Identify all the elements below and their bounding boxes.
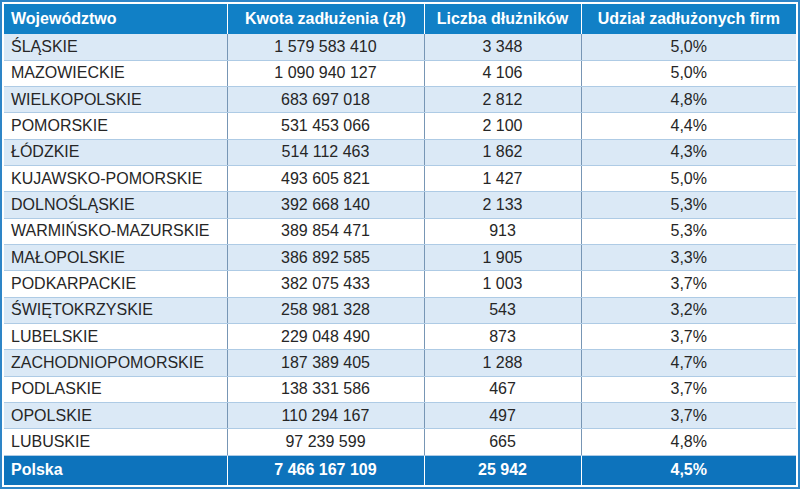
- column-header-2: Kwota zadłużenia (zł): [227, 4, 424, 34]
- table-row: PODKARPACKIE382 075 4331 0033,7%: [4, 271, 796, 297]
- cell: 1 862: [424, 139, 581, 165]
- cell: 4,4%: [581, 113, 796, 139]
- total-row: Polska7 466 167 10925 9424,5%: [4, 455, 796, 485]
- column-header-3: Liczba dłużników: [424, 4, 581, 34]
- cell: 514 112 463: [227, 139, 424, 165]
- cell: 386 892 585: [227, 245, 424, 271]
- table-frame: WojewództwoKwota zadłużenia (zł)Liczba d…: [0, 0, 800, 489]
- column-header-4: Udział zadłużonych firm: [581, 4, 796, 34]
- cell: 5,3%: [581, 218, 796, 244]
- cell: 493 605 821: [227, 166, 424, 192]
- cell: 1 090 940 127: [227, 60, 424, 86]
- cell: 5,3%: [581, 192, 796, 218]
- table-row: ZACHODNIOPOMORSKIE187 389 4051 2884,7%: [4, 350, 796, 376]
- table-row: PODLASKIE138 331 5864673,7%: [4, 376, 796, 402]
- table-row: ŁÓDZKIE514 112 4631 8624,3%: [4, 139, 796, 165]
- cell: 4 106: [424, 60, 581, 86]
- cell: POMORSKIE: [4, 113, 227, 139]
- cell: 1 288: [424, 350, 581, 376]
- cell: 683 697 018: [227, 87, 424, 113]
- cell: 382 075 433: [227, 271, 424, 297]
- cell: 665: [424, 429, 581, 455]
- cell: 4,3%: [581, 139, 796, 165]
- cell: 467: [424, 376, 581, 402]
- cell: 3 348: [424, 34, 581, 60]
- cell: 3,7%: [581, 323, 796, 349]
- cell: 392 668 140: [227, 192, 424, 218]
- cell: 3,3%: [581, 245, 796, 271]
- cell: MAŁOPOLSKIE: [4, 245, 227, 271]
- cell: OPOLSKIE: [4, 402, 227, 428]
- table-row: WARMIŃSKO-MAZURSKIE389 854 4719135,3%: [4, 218, 796, 244]
- cell: PODLASKIE: [4, 376, 227, 402]
- cell: 389 854 471: [227, 218, 424, 244]
- cell: 3,7%: [581, 271, 796, 297]
- table-row: DOLNOŚLĄSKIE392 668 1402 1335,3%: [4, 192, 796, 218]
- cell: PODKARPACKIE: [4, 271, 227, 297]
- cell: 2 812: [424, 87, 581, 113]
- cell: 1 579 583 410: [227, 34, 424, 60]
- cell: 97 239 599: [227, 429, 424, 455]
- table-row: LUBUSKIE97 239 5996654,8%: [4, 429, 796, 455]
- cell: 4,7%: [581, 350, 796, 376]
- column-header-1: Województwo: [4, 4, 227, 34]
- cell: 258 981 328: [227, 297, 424, 323]
- cell: 4,8%: [581, 87, 796, 113]
- cell: MAZOWIECKIE: [4, 60, 227, 86]
- cell: 5,0%: [581, 60, 796, 86]
- table-row: ŚLĄSKIE1 579 583 4103 3485,0%: [4, 34, 796, 60]
- table-row: POMORSKIE531 453 0662 1004,4%: [4, 113, 796, 139]
- cell: 1 427: [424, 166, 581, 192]
- cell: DOLNOŚLĄSKIE: [4, 192, 227, 218]
- cell: ŚLĄSKIE: [4, 34, 227, 60]
- cell: 531 453 066: [227, 113, 424, 139]
- cell: ŁÓDZKIE: [4, 139, 227, 165]
- table-row: KUJAWSKO-POMORSKIE493 605 8211 4275,0%: [4, 166, 796, 192]
- cell: ZACHODNIOPOMORSKIE: [4, 350, 227, 376]
- cell: 1 003: [424, 271, 581, 297]
- total-cell: 4,5%: [581, 455, 796, 485]
- table-row: MAŁOPOLSKIE386 892 5851 9053,3%: [4, 245, 796, 271]
- table-row: LUBELSKIE229 048 4908733,7%: [4, 323, 796, 349]
- cell: LUBUSKIE: [4, 429, 227, 455]
- table-row: ŚWIĘTOKRZYSKIE258 981 3285433,2%: [4, 297, 796, 323]
- cell: 4,8%: [581, 429, 796, 455]
- total-cell: Polska: [4, 455, 227, 485]
- cell: 187 389 405: [227, 350, 424, 376]
- cell: ŚWIĘTOKRZYSKIE: [4, 297, 227, 323]
- cell: 3,7%: [581, 402, 796, 428]
- cell: 497: [424, 402, 581, 428]
- table-row: WIELKOPOLSKIE683 697 0182 8124,8%: [4, 87, 796, 113]
- table-row: MAZOWIECKIE1 090 940 1274 1065,0%: [4, 60, 796, 86]
- cell: 873: [424, 323, 581, 349]
- cell: 229 048 490: [227, 323, 424, 349]
- cell: 913: [424, 218, 581, 244]
- cell: 5,0%: [581, 166, 796, 192]
- cell: LUBELSKIE: [4, 323, 227, 349]
- cell: 2 133: [424, 192, 581, 218]
- cell: KUJAWSKO-POMORSKIE: [4, 166, 227, 192]
- voivodeship-debt-table: WojewództwoKwota zadłużenia (zł)Liczba d…: [4, 4, 796, 485]
- cell: WARMIŃSKO-MAZURSKIE: [4, 218, 227, 244]
- cell: 138 331 586: [227, 376, 424, 402]
- cell: WIELKOPOLSKIE: [4, 87, 227, 113]
- cell: 3,2%: [581, 297, 796, 323]
- table-row: OPOLSKIE110 294 1674973,7%: [4, 402, 796, 428]
- header-row: WojewództwoKwota zadłużenia (zł)Liczba d…: [4, 4, 796, 34]
- total-cell: 25 942: [424, 455, 581, 485]
- cell: 5,0%: [581, 34, 796, 60]
- cell: 2 100: [424, 113, 581, 139]
- total-cell: 7 466 167 109: [227, 455, 424, 485]
- table-body: ŚLĄSKIE1 579 583 4103 3485,0%MAZOWIECKIE…: [4, 34, 796, 455]
- cell: 110 294 167: [227, 402, 424, 428]
- cell: 543: [424, 297, 581, 323]
- cell: 1 905: [424, 245, 581, 271]
- cell: 3,7%: [581, 376, 796, 402]
